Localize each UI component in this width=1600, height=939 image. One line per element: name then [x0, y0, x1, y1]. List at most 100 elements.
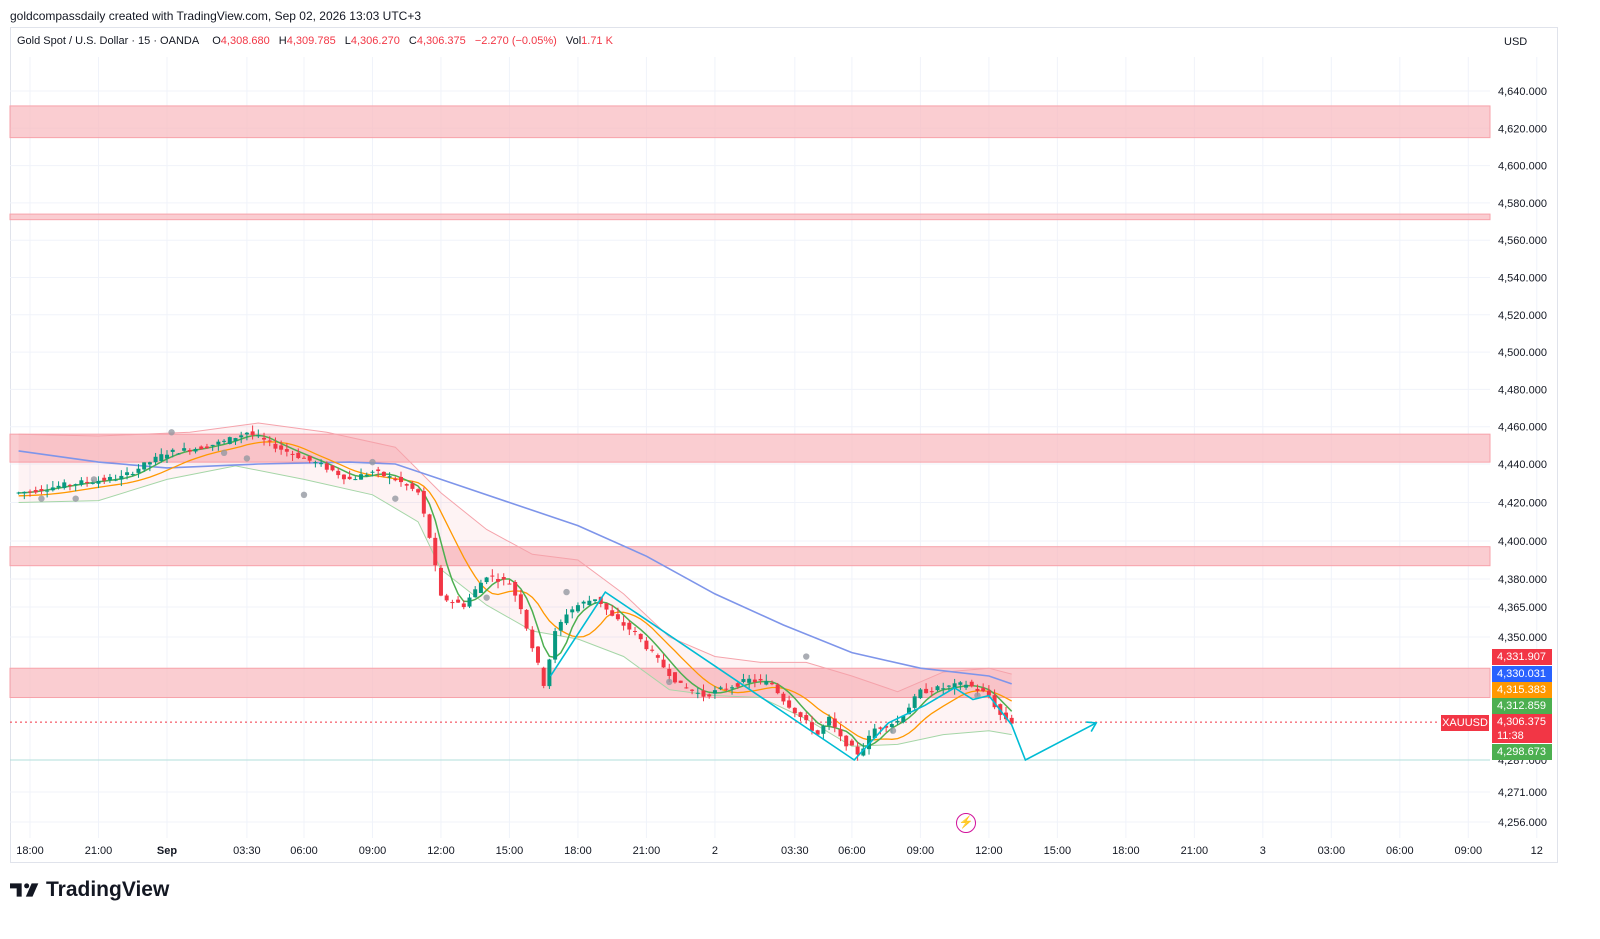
resistance-zone [9, 433, 1491, 463]
price-tick-label: 4,580.000 [1498, 198, 1547, 210]
candle-body [844, 735, 849, 747]
lightning-bolt-icon[interactable]: ⚡ [956, 813, 976, 833]
candle-body [884, 725, 889, 728]
price-tag: 4,330.031 [1492, 666, 1552, 682]
candle-body [307, 455, 312, 461]
candle-body [193, 448, 198, 452]
candle-body [769, 683, 774, 685]
candle-body [90, 482, 95, 484]
candle-body [433, 537, 438, 566]
price-tick-label: 4,640.000 [1498, 86, 1547, 98]
time-tick-label: 2 [712, 845, 718, 857]
candle-body [655, 655, 660, 658]
candle-body [296, 452, 301, 459]
candle-body [587, 600, 592, 606]
currency-label[interactable]: USD [1504, 36, 1528, 48]
pivot-dot [369, 458, 376, 466]
candle-body [958, 682, 963, 685]
candle-body [393, 478, 398, 481]
candle-body [96, 480, 101, 484]
candle-body [438, 567, 443, 596]
time-tick-label: 03:30 [233, 845, 261, 857]
candle-body [301, 457, 306, 459]
time-tick-label: 21:00 [633, 845, 661, 857]
pivot-dot [392, 495, 399, 502]
candle-body [764, 681, 769, 685]
candle-body [79, 480, 84, 485]
candle-body [952, 683, 957, 689]
candle-body [45, 490, 50, 492]
candle-body [610, 610, 615, 616]
candle-body [809, 722, 814, 731]
pivot-dot [38, 495, 45, 502]
candle-body [667, 668, 672, 676]
candle-body [969, 681, 974, 687]
candle-body [119, 475, 124, 480]
candle-body [484, 577, 489, 583]
candle-body [1009, 717, 1014, 724]
candle-body [798, 712, 803, 717]
candle-body [273, 443, 278, 449]
candle-body [359, 474, 364, 480]
candle-body [747, 678, 752, 683]
resistance-zone [9, 667, 1491, 699]
price-axis: 4,640.000 4,620.000 4,600.000 4,580.000 4,56… [1498, 86, 1547, 829]
price-tick-label: 4,380.000 [1498, 574, 1547, 586]
candle-body [250, 431, 255, 436]
candle-body [56, 485, 61, 488]
time-axis: 18:00 21:00 Sep 03:30 06:00 09:00 12:00 15:00 18… [16, 845, 1543, 857]
candle-body [935, 686, 940, 691]
tradingview-logo[interactable]: TradingView [10, 878, 169, 902]
price-tag: 4,331.907 [1492, 649, 1552, 665]
candle-body [524, 609, 529, 629]
price-tick-label: 4,350.000 [1498, 632, 1547, 644]
candle-body [353, 479, 358, 481]
candle-body [735, 683, 740, 687]
candle-body [946, 685, 951, 687]
candle-body [661, 659, 666, 668]
candle-body [50, 487, 55, 491]
tradingview-mark-icon [10, 883, 39, 897]
candle-body [518, 594, 523, 610]
candle-body [244, 432, 249, 435]
pivot-dot [889, 727, 897, 734]
pivot-dot [220, 449, 228, 457]
time-tick-label: 18:00 [1112, 845, 1140, 857]
candle-body [170, 449, 175, 452]
pivot-dot [563, 588, 570, 596]
candle-body [490, 575, 495, 577]
candle-body [496, 578, 501, 582]
candle-body [718, 687, 723, 689]
candle-body [752, 679, 757, 683]
candle-body [992, 695, 997, 708]
candle-body [906, 707, 911, 715]
candle-body [461, 603, 466, 608]
candle-body [849, 740, 854, 746]
candle-body [478, 582, 483, 593]
ma-slow-line [18, 450, 1012, 685]
candle-body [804, 715, 809, 721]
close-value: 4,306.375 [416, 35, 466, 47]
candle-body [924, 688, 929, 694]
candle-body [467, 597, 472, 607]
time-tick-label: 12:00 [427, 845, 455, 857]
candle-body [792, 707, 797, 714]
attribution-text: goldcompassdaily created with TradingVie… [10, 9, 422, 23]
price-tick-label: 4,400.000 [1498, 536, 1547, 548]
candle-body [895, 720, 900, 723]
band-upper [18, 422, 1012, 693]
price-tick-label: 4,620.000 [1498, 123, 1547, 135]
price-tick-label: 4,460.000 [1498, 422, 1547, 434]
projection-arrowhead [1086, 721, 1098, 732]
resistance-zone [9, 546, 1491, 567]
candle-body [324, 463, 329, 470]
candle-body [450, 602, 455, 604]
candle-body [22, 491, 27, 494]
time-tick-label: 12 [1531, 845, 1543, 857]
candle-body [690, 689, 695, 691]
symbol-legend: Gold Spot / U.S. Dollar · 15 · OANDA O4,… [17, 35, 613, 47]
time-tick-label: 03:30 [781, 845, 809, 857]
candle-body [67, 484, 72, 486]
candle-body [918, 689, 923, 699]
